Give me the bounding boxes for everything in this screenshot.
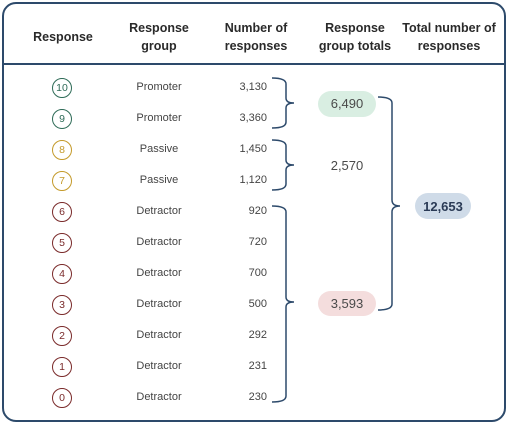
response-count: 231 xyxy=(248,360,267,372)
passive-total: 2,570 xyxy=(330,158,364,173)
response-count: 3,130 xyxy=(239,81,267,93)
response-count: 1,450 xyxy=(239,143,267,155)
header-total-number-of-responses: Total number of responses xyxy=(402,21,496,53)
response-count: 230 xyxy=(248,391,267,403)
response-score-circle: 0 xyxy=(52,388,72,408)
response-score-circle: 7 xyxy=(52,171,72,191)
promoter-bracket xyxy=(271,77,295,129)
response-group-label: Detractor xyxy=(136,329,182,341)
header-response: Response xyxy=(33,30,93,44)
header-response-group-totals: Response group totals xyxy=(318,21,392,53)
response-count: 3,360 xyxy=(239,112,267,124)
response-count: 1,120 xyxy=(239,174,267,186)
response-score-circle: 8 xyxy=(52,140,72,160)
response-score-circle: 4 xyxy=(52,264,72,284)
response-score-circle: 9 xyxy=(52,109,72,129)
response-count: 920 xyxy=(248,205,267,217)
passive-bracket xyxy=(271,139,295,191)
response-group-label: Detractor xyxy=(136,236,182,248)
total-bracket xyxy=(377,96,401,311)
detractor-bracket xyxy=(271,205,295,403)
response-group-label: Detractor xyxy=(136,360,182,372)
response-score-circle: 2 xyxy=(52,326,72,346)
promoter-total-highlight xyxy=(318,91,376,117)
response-group-label: Detractor xyxy=(136,298,182,310)
response-count: 720 xyxy=(248,236,267,248)
response-group-label: Detractor xyxy=(136,267,182,279)
response-group-label: Detractor xyxy=(136,391,182,403)
response-score-circle: 1 xyxy=(52,357,72,377)
response-score-circle: 6 xyxy=(52,202,72,222)
response-count: 500 xyxy=(248,298,267,310)
grand-total-highlight xyxy=(415,193,471,219)
response-count: 292 xyxy=(248,329,267,341)
response-group-label: Promoter xyxy=(136,81,182,93)
promoter-total: 6,490 xyxy=(330,96,364,111)
detractor-total-highlight xyxy=(318,291,376,316)
response-score-circle: 5 xyxy=(52,233,72,253)
response-group-label: Promoter xyxy=(136,112,182,124)
header-number-of-responses: Number of responses xyxy=(224,21,288,53)
grand-total: 12,653 xyxy=(423,199,463,214)
response-count: 700 xyxy=(248,267,267,279)
detractor-total: 3,593 xyxy=(330,296,364,311)
response-group-label: Passive xyxy=(139,174,179,186)
response-group-label: Detractor xyxy=(136,205,182,217)
header-divider xyxy=(2,63,506,65)
response-score-circle: 10 xyxy=(52,78,72,98)
header-response-group: Response group xyxy=(129,21,189,53)
response-score-circle: 3 xyxy=(52,295,72,315)
response-group-label: Passive xyxy=(139,143,179,155)
